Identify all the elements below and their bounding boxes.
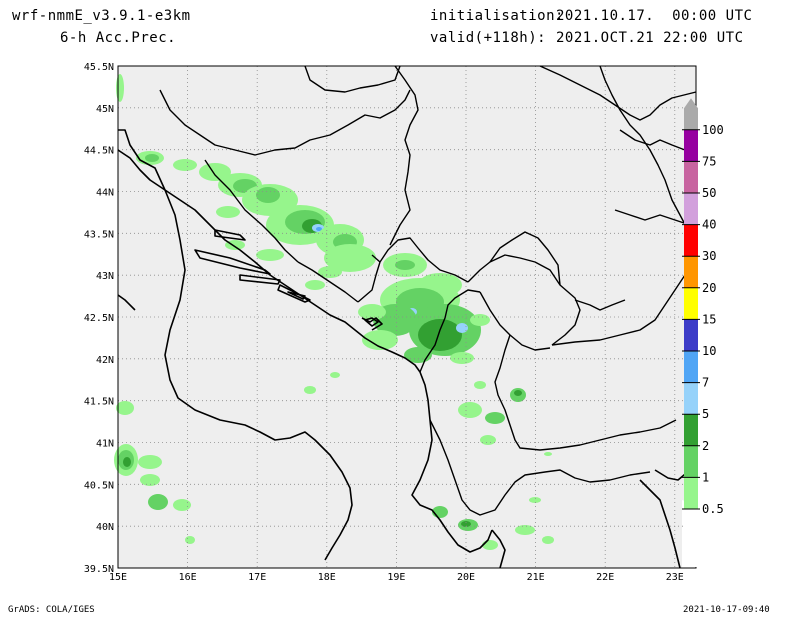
lat-label: 41.5N: [84, 397, 114, 408]
lon-label: 21E: [527, 572, 545, 583]
colorbar-label: 5: [702, 407, 709, 421]
latitude-labels: 45.5N 45N 44.5N 44N 43.5N 43N 42.5N 42N 41.5N 41N…: [84, 62, 114, 575]
init-value: 2021.10.17. 00:00 UTC: [556, 8, 753, 24]
lat-label: 44.5N: [84, 146, 114, 157]
colorbar-swatch: [684, 224, 698, 257]
colorbar-label: 15: [702, 312, 716, 326]
colorbar-swatch: [684, 414, 698, 446]
init-label: initialisation:: [430, 8, 564, 24]
lon-label: 22E: [596, 572, 614, 583]
colorbar-label: 50: [702, 186, 716, 200]
valid-label: valid(+118h):: [430, 30, 547, 46]
colorbar-label: 10: [702, 344, 716, 358]
lat-label: 41N: [96, 439, 114, 450]
colorbar-label: 20: [702, 281, 716, 295]
lon-label: 15E: [109, 572, 127, 583]
colorbar-label: 7: [702, 376, 709, 390]
footer-credit: GrADS: COLA/IGES: [8, 605, 95, 615]
lat-label: 40N: [96, 522, 114, 533]
lat-label: 39.5N: [84, 564, 114, 575]
lat-label: 45.5N: [84, 62, 114, 73]
colorbar-label: 100: [702, 123, 724, 137]
lat-lon-grid: [118, 66, 696, 568]
colorbar: 0.5 1 2 5 7 10 15 20 30 40 50 75 100: [682, 98, 724, 567]
lon-label: 16E: [179, 572, 197, 583]
lon-label: 17E: [248, 572, 266, 583]
colorbar-swatch: [684, 351, 698, 383]
colorbar-label: 40: [702, 218, 716, 232]
lon-label: 19E: [387, 572, 405, 583]
lat-label: 45N: [96, 104, 114, 115]
colorbar-swatch: [684, 382, 698, 415]
colorbar-label: 2: [702, 439, 709, 453]
colorbar-label: 1: [702, 470, 709, 484]
colorbar-label: 75: [702, 154, 716, 168]
lon-label: 20E: [457, 572, 475, 583]
colorbar-swatch: [684, 193, 698, 225]
map-plot-area: [114, 65, 697, 569]
colorbar-label: 30: [702, 249, 716, 263]
colorbar-swatch: [684, 287, 698, 320]
precipitation-patches: [114, 74, 554, 550]
colorbar-swatch: [684, 319, 698, 351]
colorbar-swatch: [684, 129, 698, 162]
colorbar-swatch: [684, 161, 698, 193]
footer-timestamp: 2021-10-17-09:40: [683, 605, 770, 615]
colorbar-swatch: [684, 445, 698, 478]
lat-label: 42N: [96, 355, 114, 366]
longitude-labels: 15E 16E 17E 18E 19E 20E 21E 22E 23E: [109, 572, 684, 583]
lat-label: 44N: [96, 188, 114, 199]
colorbar-label: 0.5: [702, 502, 724, 516]
lon-label: 23E: [666, 572, 684, 583]
colorbar-base: [684, 509, 698, 567]
colorbar-swatch: [684, 477, 698, 509]
colorbar-swatch: [684, 256, 698, 288]
model-name: wrf-nmmE_v3.9.1-e3km: [12, 8, 191, 24]
field-name: 6-h Acc.Prec.: [60, 30, 177, 46]
colorbar-swatch: [684, 98, 698, 130]
lat-label: 40.5N: [84, 480, 114, 491]
lon-label: 18E: [318, 572, 336, 583]
valid-value: 2021.OCT.21 22:00 UTC: [556, 30, 744, 46]
lat-label: 43N: [96, 271, 114, 282]
lat-label: 42.5N: [84, 313, 114, 324]
lat-label: 43.5N: [84, 229, 114, 240]
coastlines: [117, 129, 697, 569]
